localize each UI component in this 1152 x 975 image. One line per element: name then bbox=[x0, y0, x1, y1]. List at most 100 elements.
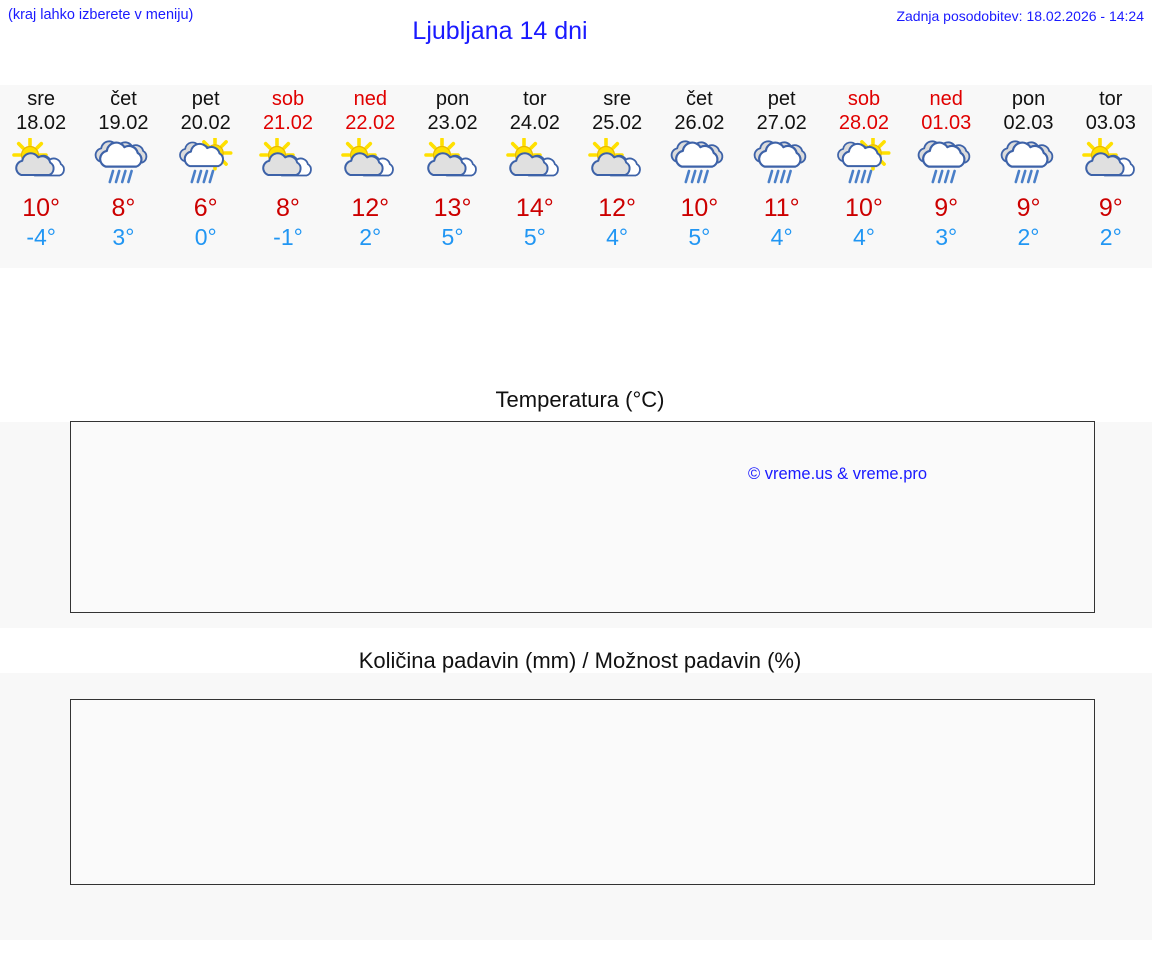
sun-cloud-rain-icon bbox=[833, 136, 895, 192]
max-temperature-value: 10° bbox=[680, 194, 719, 222]
max-temperature-value: 14° bbox=[515, 194, 554, 222]
temperature-plot-area bbox=[70, 421, 1095, 613]
forecast-day-column[interactable]: pon 02.03 9° 2° bbox=[987, 85, 1069, 268]
day-of-week-label: ned bbox=[353, 88, 387, 110]
forecast-day-column[interactable]: sre 18.02 10° -4° bbox=[0, 85, 82, 268]
max-temperature-value: 13° bbox=[433, 194, 472, 222]
min-temperature-value: 4° bbox=[770, 224, 793, 250]
min-temperature-value: 0° bbox=[194, 224, 217, 250]
max-temperature-value: 10° bbox=[845, 194, 883, 222]
sun-cloud-icon bbox=[10, 136, 72, 192]
day-date-label: 19.02 bbox=[98, 112, 149, 134]
max-temperature-value: 8° bbox=[111, 194, 136, 222]
precipitation-bar-chart bbox=[71, 700, 1093, 883]
day-of-week-label: čet bbox=[686, 88, 713, 110]
min-temperature-value: -4° bbox=[26, 224, 56, 250]
min-temperature-value: 5° bbox=[441, 224, 464, 250]
min-temperature-value: 3° bbox=[935, 224, 958, 250]
precipitation-y-axis-labels bbox=[0, 699, 62, 885]
day-of-week-label: pon bbox=[435, 88, 470, 110]
max-temperature-value: 10° bbox=[22, 194, 61, 222]
min-temperature-value: 5° bbox=[523, 224, 546, 250]
max-temperature-value: 12° bbox=[351, 194, 390, 222]
max-temperature-value: 9° bbox=[1098, 194, 1123, 222]
day-date-label: 20.02 bbox=[180, 112, 231, 134]
min-temperature-value: 2° bbox=[1017, 224, 1040, 250]
forecast-day-column[interactable]: ned 22.02 12° 2° bbox=[329, 85, 411, 268]
precipitation-plot-area bbox=[70, 699, 1095, 885]
precipitation-probability-row bbox=[70, 893, 1095, 929]
day-of-week-label: sob bbox=[271, 88, 305, 110]
forecast-day-column[interactable]: čet 19.02 8° 3° bbox=[82, 85, 164, 268]
day-date-label: 21.02 bbox=[262, 112, 314, 134]
precipitation-chart-title: Količina padavin (mm) / Možnost padavin … bbox=[358, 648, 802, 673]
forecast-days-band: sre 18.02 10° -4° čet 19.02 8° 3° pet 20.02 6° 0° so… bbox=[0, 85, 1152, 268]
min-temperature-value: 5° bbox=[688, 224, 711, 250]
forecast-day-column[interactable]: sob 28.02 10° 4° bbox=[823, 85, 905, 268]
min-temperature-value: 2° bbox=[359, 224, 382, 250]
precipitation-day-labels bbox=[70, 673, 1095, 699]
sun-cloud-icon bbox=[1080, 136, 1142, 192]
sun-cloud-icon bbox=[422, 136, 484, 192]
forecast-day-column[interactable]: pet 27.02 11° 4° bbox=[741, 85, 823, 268]
last-updated-text: Zadnja posodobitev: 18.02.2026 - 14:24 bbox=[896, 8, 1144, 24]
day-of-week-label: pon bbox=[1011, 88, 1046, 110]
day-of-week-label: čet bbox=[110, 88, 137, 110]
temperature-chart-title: Temperatura (°C) bbox=[495, 387, 665, 412]
day-of-week-label: pet bbox=[191, 88, 220, 110]
min-temperature-value: 2° bbox=[1099, 224, 1122, 250]
forecast-day-column[interactable]: pon 23.02 13° 5° bbox=[411, 85, 493, 268]
max-temperature-value: 6° bbox=[193, 194, 218, 222]
day-date-label: 25.02 bbox=[592, 112, 643, 134]
day-date-label: 24.02 bbox=[509, 112, 560, 134]
forecast-day-column[interactable]: tor 24.02 14° 5° bbox=[494, 85, 576, 268]
max-temperature-value: 11° bbox=[763, 194, 800, 222]
top-bar: (kraj lahko izberete v meniju) Ljubljana… bbox=[0, 0, 1152, 60]
cloud-rain-icon bbox=[92, 136, 154, 192]
min-temperature-value: 4° bbox=[606, 224, 629, 250]
sun-cloud-rain-icon bbox=[175, 136, 237, 192]
max-temperature-value: 12° bbox=[598, 194, 637, 222]
min-temperature-value: 3° bbox=[112, 224, 135, 250]
cloud-rain-icon bbox=[915, 136, 977, 192]
day-of-week-label: tor bbox=[1099, 88, 1123, 110]
sun-cloud-icon bbox=[339, 136, 401, 192]
temperature-line-chart bbox=[71, 422, 1093, 611]
cloud-rain-icon bbox=[751, 136, 813, 192]
day-date-label: 22.02 bbox=[345, 112, 396, 134]
min-temperature-value: 4° bbox=[852, 224, 875, 250]
forecast-day-column[interactable]: pet 20.02 6° 0° bbox=[165, 85, 247, 268]
max-temperature-value: 9° bbox=[1016, 194, 1041, 222]
sun-cloud-icon bbox=[257, 136, 319, 192]
sun-cloud-icon bbox=[586, 136, 648, 192]
min-temperature-value: -1° bbox=[273, 224, 303, 250]
day-of-week-label: sre bbox=[603, 88, 631, 110]
cloud-rain-icon bbox=[998, 136, 1060, 192]
day-date-label: 18.02 bbox=[16, 112, 67, 134]
forecast-days-grid: sre 18.02 10° -4° čet 19.02 8° 3° pet 20.02 6° 0° so… bbox=[0, 85, 1152, 268]
sun-cloud-icon bbox=[504, 136, 566, 192]
max-temperature-value: 8° bbox=[276, 194, 300, 222]
day-date-label: 28.02 bbox=[838, 112, 889, 134]
forecast-day-column[interactable]: sob 21.02 8° -1° bbox=[247, 85, 329, 268]
forecast-day-column[interactable]: ned 01.03 9° 3° bbox=[905, 85, 987, 268]
day-of-week-label: tor bbox=[523, 88, 547, 110]
day-date-label: 02.03 bbox=[1003, 112, 1054, 134]
day-date-label: 27.02 bbox=[756, 112, 807, 134]
day-of-week-label: sre bbox=[27, 88, 56, 110]
cloud-rain-icon bbox=[668, 136, 730, 192]
day-date-label: 01.03 bbox=[921, 112, 972, 134]
forecast-day-column[interactable]: čet 26.02 10° 5° bbox=[658, 85, 740, 268]
day-date-label: 03.03 bbox=[1085, 112, 1136, 134]
day-of-week-label: pet bbox=[767, 88, 796, 110]
max-temperature-value: 9° bbox=[934, 194, 959, 222]
watermark-text: © vreme.us & vreme.pro bbox=[748, 465, 928, 483]
forecast-day-column[interactable]: tor 03.03 9° 2° bbox=[1070, 85, 1152, 268]
menu-hint-text: (kraj lahko izberete v meniju) bbox=[8, 7, 194, 23]
forecast-day-column[interactable]: sre 25.02 12° 4° bbox=[576, 85, 658, 268]
page-title: Ljubljana 14 dni bbox=[412, 17, 588, 45]
day-date-label: 23.02 bbox=[427, 112, 478, 134]
day-of-week-label: ned bbox=[929, 88, 963, 110]
day-date-label: 26.02 bbox=[674, 112, 725, 134]
temperature-y-axis-labels bbox=[0, 421, 62, 613]
